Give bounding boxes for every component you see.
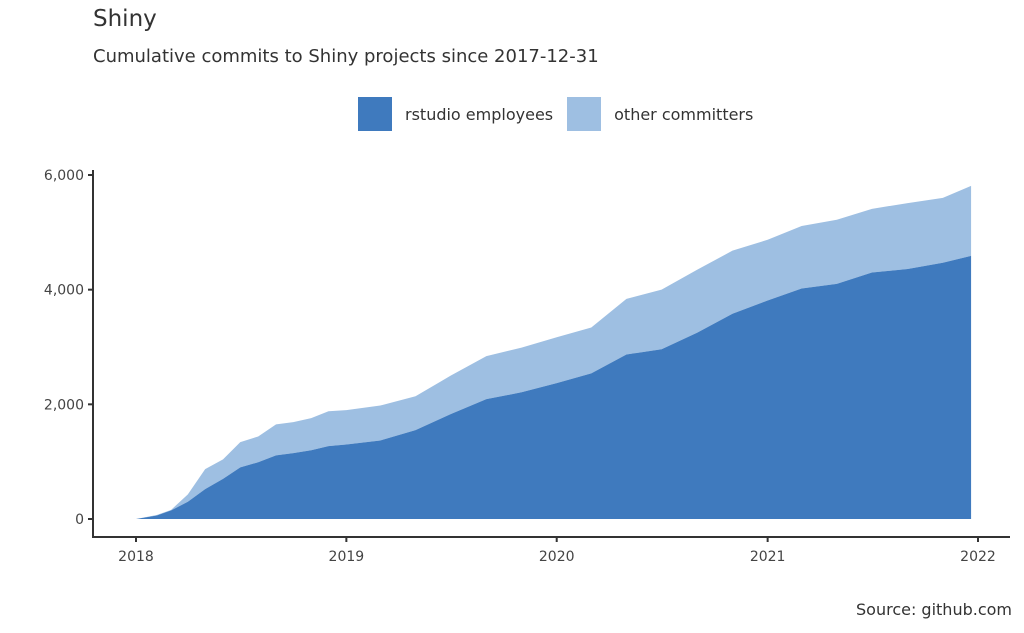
y-tick-label: 4,000 bbox=[44, 283, 84, 299]
legend-item-rstudio: rstudio employees bbox=[358, 97, 553, 131]
y-tick-label: 0 bbox=[75, 512, 84, 528]
chart-title: Shiny bbox=[93, 6, 157, 32]
chart-subtitle: Cumulative commits to Shiny projects sin… bbox=[93, 46, 599, 67]
caption: Source: github.com bbox=[856, 600, 1012, 619]
legend: rstudio employees other committers bbox=[358, 97, 767, 131]
y-tick-label: 2,000 bbox=[44, 397, 84, 413]
legend-swatch bbox=[358, 97, 392, 131]
area-other-committers bbox=[136, 185, 972, 520]
legend-label: rstudio employees bbox=[405, 104, 554, 124]
y-tick-label: 6,000 bbox=[44, 168, 84, 184]
x-tick-label: 2018 bbox=[118, 549, 154, 565]
x-tick-label: 2020 bbox=[539, 549, 575, 565]
legend-item-other: other committers bbox=[567, 97, 753, 131]
x-tick-label: 2021 bbox=[750, 549, 786, 565]
x-tick-label: 2019 bbox=[329, 549, 365, 565]
area-rstudio-employees bbox=[136, 255, 972, 519]
legend-swatch bbox=[567, 97, 602, 131]
legend-label: other committers bbox=[614, 104, 754, 124]
x-tick-label: 2022 bbox=[960, 549, 996, 565]
